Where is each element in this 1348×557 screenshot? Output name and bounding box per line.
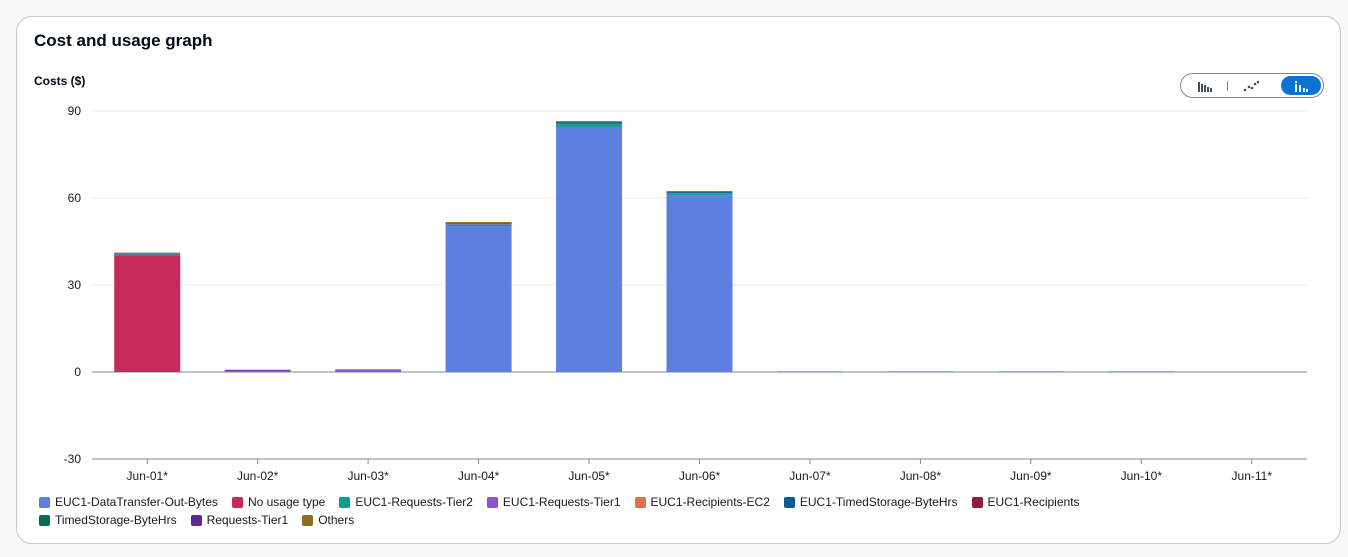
- y-tick-label: -30: [64, 452, 82, 466]
- x-tick-label: Jun-10*: [1121, 469, 1163, 483]
- legend-item[interactable]: EUC1-TimedStorage-ByteHrs: [783, 494, 958, 510]
- stacked-bar-chart-icon: [1295, 80, 1308, 92]
- bar-segment: [887, 371, 954, 372]
- bar-segment: [114, 254, 181, 256]
- legend-item[interactable]: EUC1-DataTransfer-Out-Bytes: [39, 494, 218, 510]
- legend-label: EUC1-Recipients-EC2: [650, 495, 770, 509]
- bar-segment: [1108, 371, 1175, 372]
- legend-swatch: [231, 496, 243, 508]
- line-chart-icon: [1243, 80, 1259, 91]
- cost-usage-panel: Cost and usage graph Costs ($): [16, 16, 1341, 544]
- bar-segment: [445, 222, 512, 223]
- legend-item[interactable]: EUC1-Recipients: [971, 494, 1080, 510]
- bar-segment: [556, 124, 623, 127]
- bar-chart-toggle-button[interactable]: [1185, 76, 1225, 95]
- bar-segment: [445, 223, 512, 225]
- bar-chart-icon: [1198, 81, 1212, 92]
- bar-segment: [666, 191, 733, 192]
- bar-segment: [997, 371, 1064, 372]
- legend-swatch: [486, 496, 498, 508]
- bar-segment: [666, 193, 733, 196]
- y-tick-label: 0: [74, 365, 81, 379]
- bar-segment: [776, 371, 843, 372]
- legend-swatch: [339, 496, 351, 508]
- line-chart-toggle-button[interactable]: [1231, 76, 1271, 95]
- legend-label: EUC1-Recipients: [987, 495, 1080, 509]
- bar-segment: [556, 123, 623, 125]
- x-tick-label: Jun-01*: [127, 469, 169, 483]
- legend-label: Others: [318, 513, 355, 527]
- bar-segment: [224, 369, 291, 371]
- bar-segment: [556, 126, 623, 372]
- legend-swatch: [783, 496, 795, 508]
- toggle-separator: [1227, 81, 1228, 91]
- legend-swatch: [302, 514, 314, 526]
- bar-segment: [556, 122, 623, 124]
- legend-item[interactable]: EUC1-Requests-Tier1: [486, 494, 621, 510]
- bar-segment: [666, 195, 733, 372]
- legend-label: TimedStorage-ByteHrs: [55, 513, 177, 527]
- bar-segment: [114, 253, 181, 255]
- legend-label: EUC1-Requests-Tier2: [355, 495, 473, 509]
- x-tick-label: Jun-09*: [1010, 469, 1052, 483]
- bar-segment: [114, 252, 181, 254]
- legend-swatch: [971, 496, 983, 508]
- legend-item[interactable]: EUC1-Recipients-EC2: [634, 494, 770, 510]
- legend-label: EUC1-DataTransfer-Out-Bytes: [55, 495, 218, 509]
- legend-swatch: [634, 496, 646, 508]
- x-tick-label: Jun-06*: [679, 469, 721, 483]
- legend-item[interactable]: Others: [302, 512, 354, 528]
- stacked-bar-chart-toggle-button[interactable]: [1281, 76, 1321, 95]
- bar-segment: [114, 255, 181, 372]
- panel-title: Cost and usage graph: [34, 31, 213, 50]
- bar-segment: [335, 369, 402, 371]
- stacked-bar-chart: -30 0 30 60 90 Jun-01* Jun-02* Jun-03* Jun-04* Ju…: [64, 104, 1307, 483]
- chart-legend: EUC1-DataTransfer-Out-Bytes No usage type…: [39, 494, 1239, 528]
- bar-segment: [556, 121, 623, 123]
- x-tick-label: Jun-05*: [568, 469, 610, 483]
- y-tick-label: 60: [68, 191, 82, 205]
- bar-segment: [445, 226, 512, 372]
- bar-segment: [445, 223, 512, 224]
- legend-label: Requests-Tier1: [206, 513, 289, 527]
- chart-type-toggle: [1180, 73, 1324, 98]
- x-tick-label: Jun-08*: [900, 469, 942, 483]
- legend-swatch: [39, 514, 50, 526]
- x-tick-label: Jun-11*: [1232, 469, 1273, 483]
- legend-label: No usage type: [247, 495, 326, 509]
- legend-item[interactable]: TimedStorage-ByteHrs: [39, 512, 177, 528]
- x-tick-label: Jun-03*: [347, 469, 389, 483]
- legend-label: EUC1-Requests-Tier1: [502, 495, 621, 509]
- x-tick-label: Jun-02*: [237, 469, 279, 483]
- bar-segment: [224, 370, 291, 372]
- legend-item[interactable]: No usage type: [231, 494, 326, 510]
- legend-swatch: [39, 496, 50, 508]
- y-tick-label: 30: [68, 278, 82, 292]
- bar-segment: [666, 192, 733, 194]
- y-tick-label: 90: [68, 104, 82, 118]
- x-tick-label: Jun-07*: [789, 469, 831, 483]
- bar-segment: [666, 191, 733, 193]
- legend-item[interactable]: EUC1-Requests-Tier2: [339, 494, 473, 510]
- x-tick-label: Jun-04*: [458, 469, 500, 483]
- bar-segment: [445, 224, 512, 227]
- bar-segment: [335, 370, 402, 372]
- legend-swatch: [190, 514, 202, 526]
- legend-label: EUC1-TimedStorage-ByteHrs: [799, 495, 958, 509]
- bar-segment: [556, 121, 623, 123]
- y-axis-title: Costs ($): [34, 74, 86, 88]
- legend-item[interactable]: Requests-Tier1: [190, 512, 289, 528]
